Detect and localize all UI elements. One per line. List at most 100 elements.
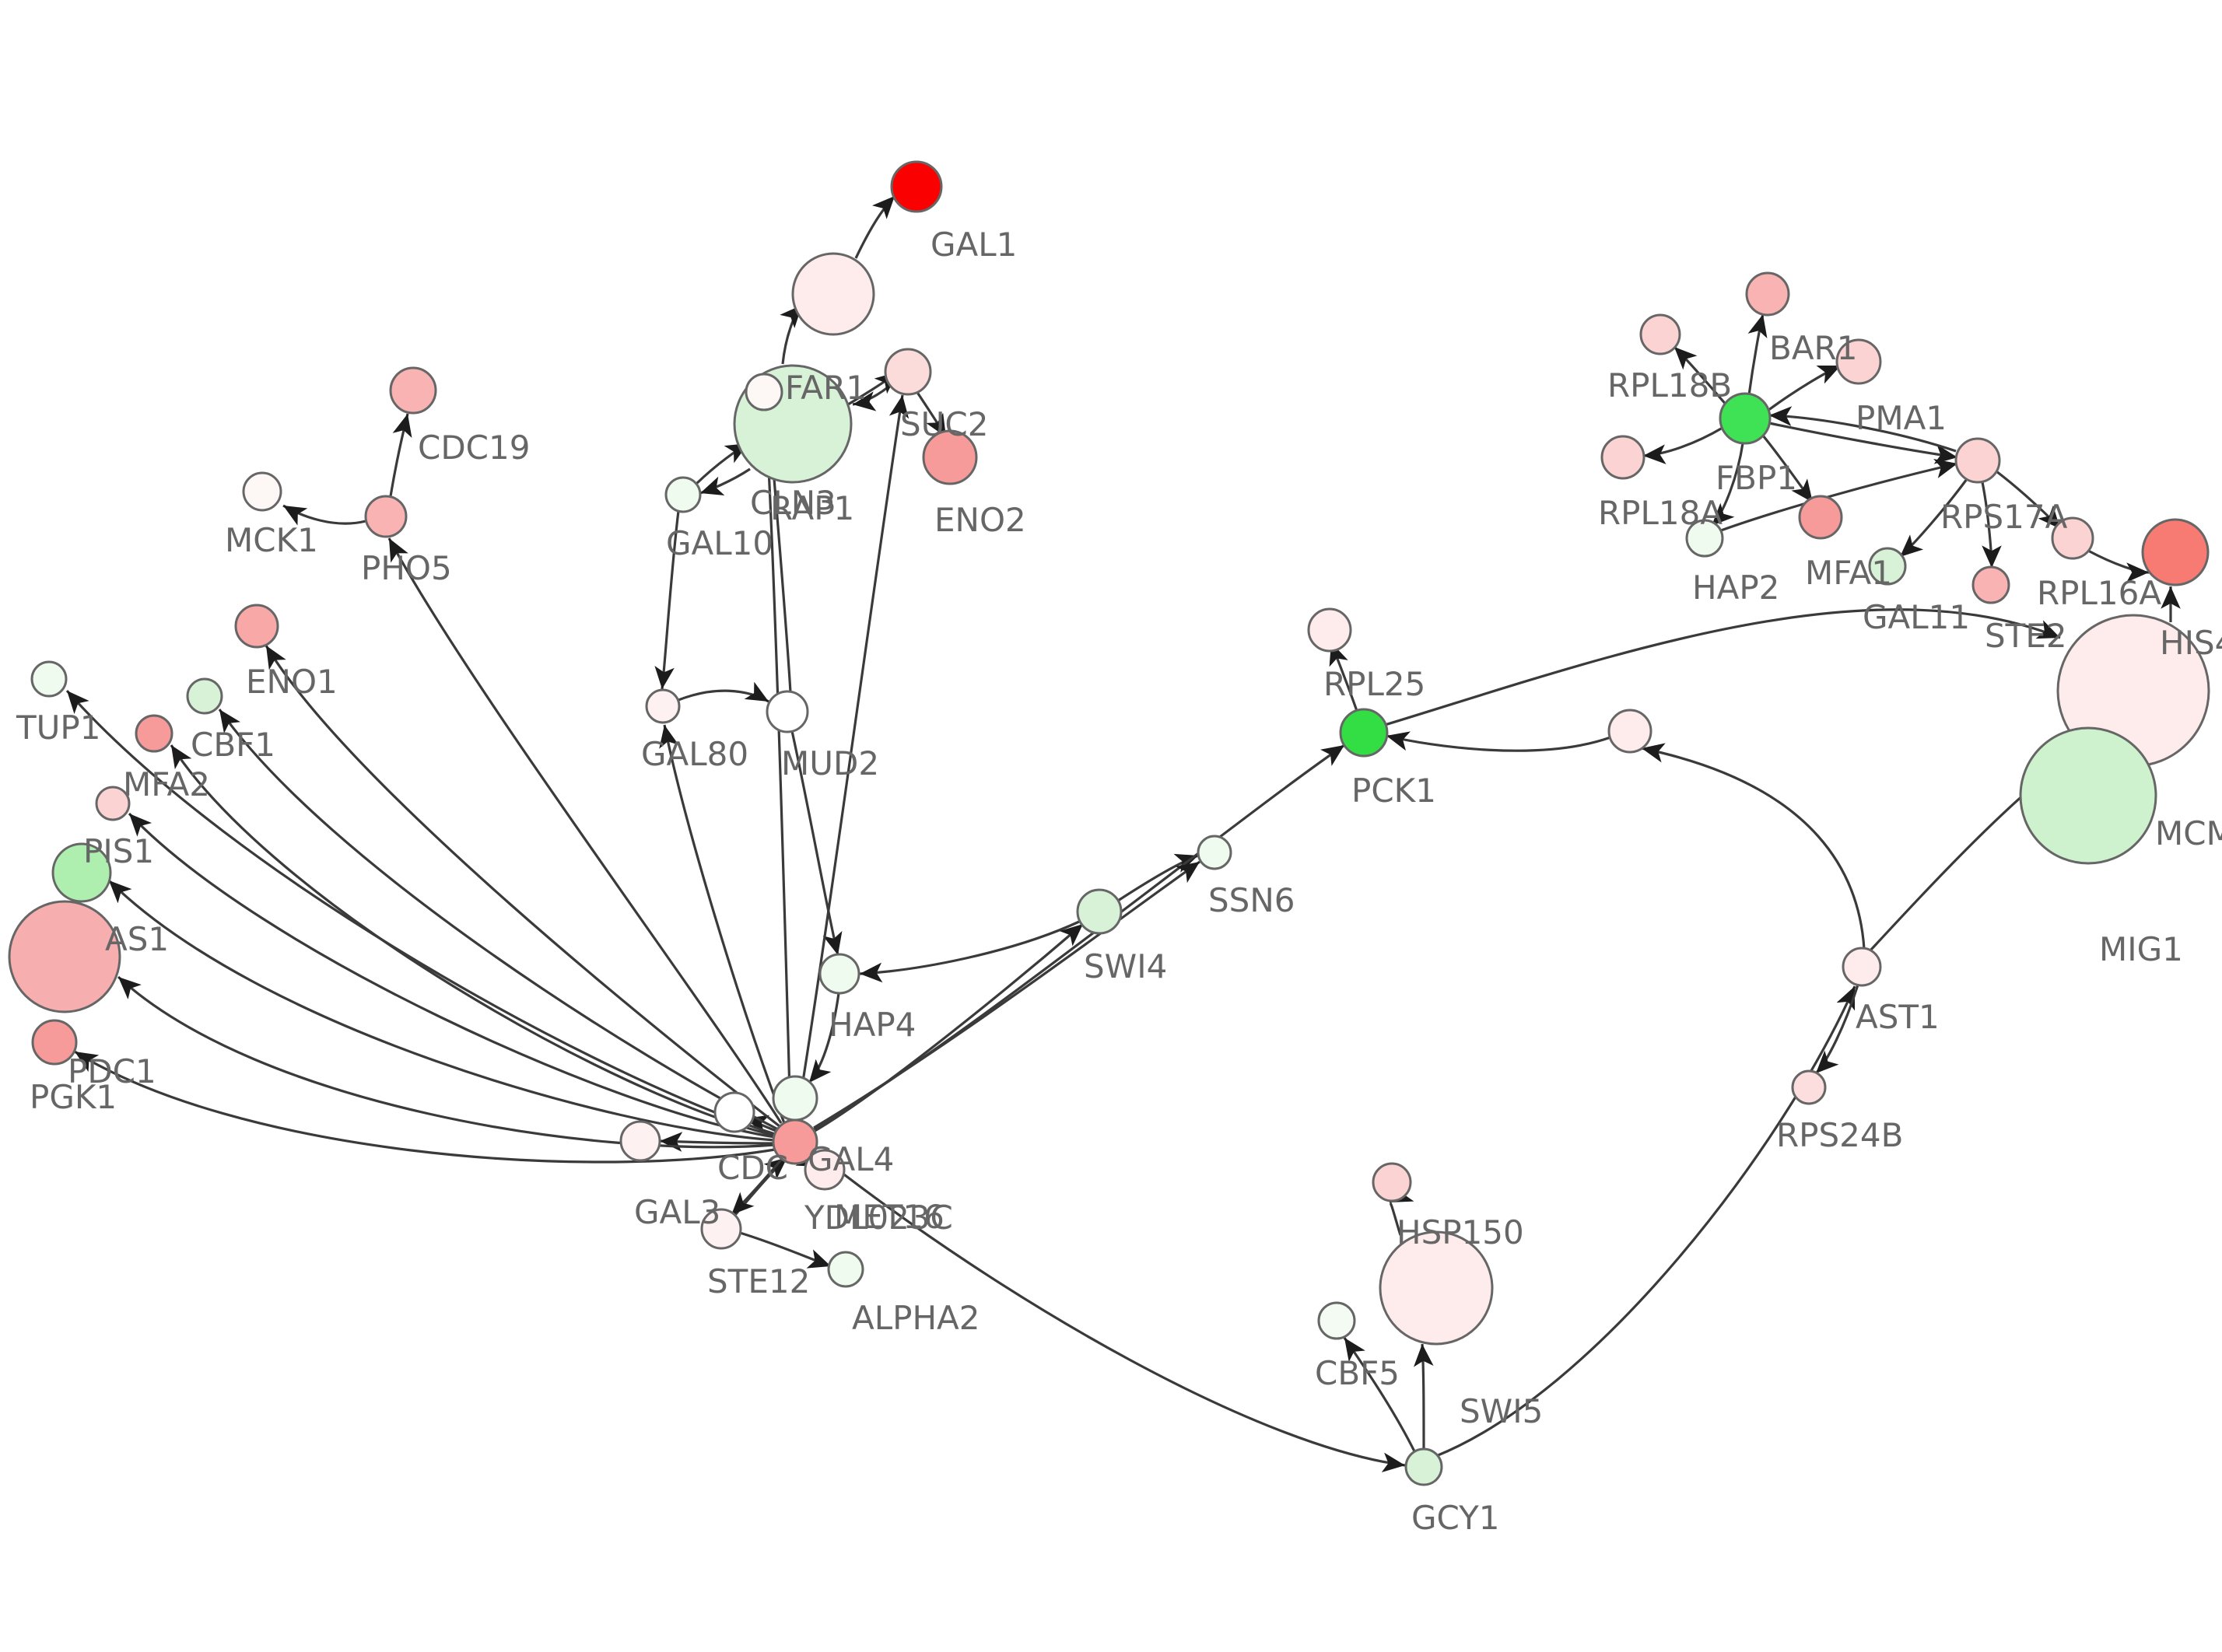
gene-node-ssn6[interactable] — [1197, 835, 1232, 870]
gene-node-label-far1: FAR1 — [785, 369, 867, 407]
network-edge — [678, 681, 769, 703]
network-edge — [389, 413, 412, 497]
gene-node-ast1[interactable] — [1842, 947, 1882, 987]
gene-node-gal3[interactable] — [619, 1120, 661, 1162]
network-edge — [790, 730, 843, 956]
gene-node-rpl18a[interactable] — [1600, 435, 1645, 480]
network-edge — [1414, 1343, 1434, 1449]
gene-node-eno1[interactable] — [234, 604, 279, 649]
gene-node-suc2[interactable] — [884, 348, 932, 396]
gene-node-his4[interactable] — [2141, 518, 2210, 586]
gene-node-cbf5[interactable] — [1317, 1301, 1356, 1340]
gene-node-tup1[interactable] — [30, 660, 68, 698]
gene-node-label-gal3: GAL3 — [634, 1193, 720, 1231]
network-edge — [1898, 478, 1968, 558]
gene-node-mig1[interactable] — [2019, 726, 2157, 865]
gene-node-rap1[interactable] — [745, 373, 783, 411]
gene-node-mfa2[interactable] — [135, 714, 173, 753]
gene-node-cbf1[interactable] — [186, 677, 223, 715]
gene-node-hsp150[interactable] — [1372, 1162, 1412, 1202]
gene-node-label-pck1: PCK1 — [1351, 772, 1436, 810]
network-edge — [739, 1231, 832, 1269]
gene-node-mfa1[interactable] — [1798, 495, 1843, 540]
gene-node-rpl25[interactable] — [1307, 607, 1352, 653]
gene-node-pho5[interactable] — [364, 495, 408, 538]
gene-node-label-ydl023c: YDL023C — [804, 1199, 953, 1237]
network-edge — [659, 724, 786, 1124]
gene-node-rpl16a[interactable] — [2051, 516, 2094, 560]
gene-node-label-pis1: PIS1 — [83, 832, 154, 870]
gene-node-label-hap2: HAP2 — [1692, 569, 1779, 607]
edge-layer — [65, 194, 2181, 1472]
gene-node-gal80[interactable] — [645, 688, 681, 724]
gene-node-rps24b[interactable] — [1791, 1069, 1827, 1105]
gene-node-label-ast1: AST1 — [1856, 998, 1940, 1036]
gene-node-pdc1[interactable] — [8, 900, 121, 1013]
network-edge — [107, 879, 776, 1142]
gene-node-mck1[interactable] — [242, 471, 282, 512]
network-edge — [654, 510, 680, 690]
gene-node-mud2[interactable] — [766, 690, 809, 733]
gene-node-cdc[interactable] — [713, 1091, 755, 1133]
network-edge — [1720, 458, 1958, 532]
gene-node-label-cdc19: CDC19 — [418, 429, 530, 467]
gene-node-gal11[interactable] — [1868, 547, 1907, 586]
gene-node-label-rps17a: RPS17A — [1940, 498, 2068, 536]
gene-node-label-gal4: GAL4 — [808, 1140, 894, 1178]
network-edge — [2087, 549, 2150, 583]
gene-node-hap4[interactable] — [818, 953, 860, 995]
gene-node-label-mcm1: MCM1 — [2155, 814, 2222, 852]
gene-node-eno2[interactable] — [922, 429, 978, 485]
gene-node-fbp1[interactable] — [1719, 392, 1772, 445]
gene-node-pis1[interactable] — [95, 786, 131, 821]
gene-node-gcy1[interactable] — [1404, 1447, 1443, 1486]
gene-node-ste2[interactable] — [1971, 565, 2010, 604]
gene-node-rpl18b[interactable] — [1639, 313, 1681, 355]
gene-node-label-rpl18b: RPL18B — [1607, 366, 1732, 404]
gene-node-pma1[interactable] — [1835, 338, 1882, 385]
gene-node-label-suc2: SUC2 — [900, 405, 988, 443]
gene-node-cdc19[interactable] — [389, 366, 437, 415]
gene-node-label-ste12: STE12 — [707, 1262, 810, 1300]
network-edge — [1710, 443, 1744, 527]
gene-node-label-mfa1: MFA1 — [1805, 554, 1892, 592]
gene-node-label-fbp1: FBP1 — [1716, 459, 1797, 497]
gene-node-ste12[interactable] — [700, 1208, 742, 1250]
gene-node-gal1[interactable] — [890, 160, 943, 213]
gene-node-label-gcy1: GCY1 — [1411, 1499, 1500, 1537]
network-edge — [808, 992, 840, 1084]
gene-node-rps17a[interactable] — [1954, 437, 2001, 484]
gene-node-hap2[interactable] — [1685, 519, 1724, 558]
gene-node-swi5[interactable] — [1379, 1230, 1494, 1346]
gene-node-label-ssn6: SSN6 — [1208, 881, 1295, 919]
network-edge — [1384, 608, 2061, 726]
network-edge — [1673, 345, 1729, 408]
network-edge — [795, 394, 909, 1121]
network-edge — [1814, 984, 1859, 1075]
gene-node-gal4[interactable] — [772, 1118, 818, 1165]
gene-node-pck1[interactable] — [1339, 708, 1389, 758]
gene-node-ydl023c[interactable] — [804, 1149, 846, 1191]
gene-node-met16[interactable] — [772, 1075, 818, 1122]
gene-node-pgk1[interactable] — [31, 1019, 78, 1066]
network-edge — [74, 1050, 776, 1164]
gene-node-as1[interactable] — [51, 842, 112, 903]
gene-node-label-swi4: SWI4 — [1084, 947, 1167, 985]
network-edge — [1343, 1337, 1416, 1452]
gene-node-gal10[interactable] — [664, 476, 702, 513]
gene-node-bar1[interactable] — [1745, 271, 1790, 317]
network-edge — [170, 744, 776, 1137]
gene-node-alpha2[interactable] — [827, 1251, 864, 1288]
gene-node-far1[interactable] — [791, 252, 875, 336]
network-edge — [1388, 1183, 1414, 1236]
gene-node-unnamed[interactable] — [1607, 709, 1652, 754]
gene-node-label-cdc: CDC — [717, 1149, 788, 1187]
network-edge — [1642, 426, 1723, 464]
node-layer[interactable] — [8, 160, 2210, 1486]
gene-node-label-swi5: SWI5 — [1460, 1392, 1543, 1430]
gene-node-label-rps24b: RPS24B — [1776, 1116, 1903, 1154]
network-edge — [265, 645, 780, 1128]
gene-node-swi4[interactable] — [1076, 888, 1123, 935]
network-edge — [1768, 406, 1957, 453]
